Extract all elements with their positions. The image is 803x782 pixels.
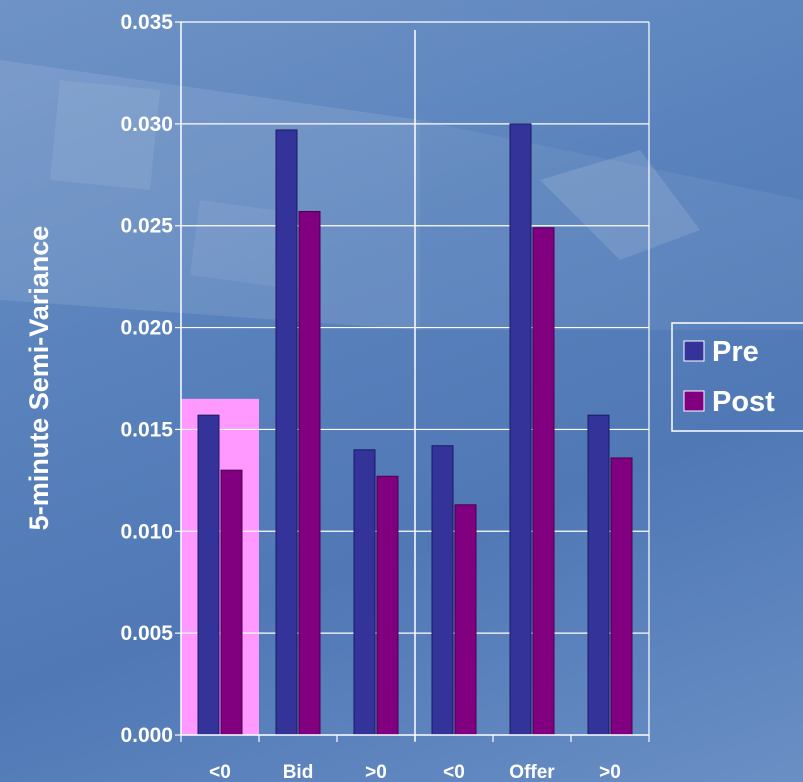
legend-swatch-pre xyxy=(683,340,705,362)
category-label: <0 xyxy=(209,762,231,782)
bar-post xyxy=(532,227,555,736)
category-label: >0 xyxy=(599,762,621,782)
y-tick-label: 0.020 xyxy=(120,317,173,340)
y-tick-label: 0.025 xyxy=(120,215,173,238)
highlight-region xyxy=(181,398,259,735)
y-tick-label: 0.010 xyxy=(120,520,173,543)
legend-box xyxy=(671,322,803,432)
legend-label-post: Post xyxy=(712,386,775,418)
bar-post xyxy=(220,469,243,736)
bar-pre xyxy=(353,449,376,736)
bar-pre xyxy=(275,129,298,736)
y-tick-label: 0.000 xyxy=(120,724,173,747)
category-labels: <0 Bid >0 <0 Offer >0 xyxy=(209,762,621,782)
legend: Pre Post xyxy=(671,322,803,432)
bar-pre xyxy=(197,414,220,736)
axes xyxy=(180,22,650,742)
bar-post xyxy=(610,457,633,736)
bar-pre xyxy=(509,123,532,736)
bar-post xyxy=(298,210,321,736)
legend-label-pre: Pre xyxy=(712,336,759,368)
y-tick-labels: 0.000 0.005 0.010 0.015 0.020 0.025 0.030 0.035 xyxy=(120,11,181,747)
y-tick-label: 0.005 xyxy=(120,622,173,645)
category-label: >0 xyxy=(365,762,387,782)
y-tick-label: 0.030 xyxy=(120,113,173,136)
y-tick-label: 0.015 xyxy=(120,418,173,441)
y-axis-title: 5-minute Semi-Variance xyxy=(24,226,54,531)
category-label: Bid xyxy=(283,762,314,782)
bar-pre xyxy=(587,414,610,736)
y-tick-label: 0.035 xyxy=(120,11,173,34)
bar-pre xyxy=(431,445,454,736)
category-label: Offer xyxy=(509,762,555,782)
bars xyxy=(197,123,633,736)
highlight-box xyxy=(181,398,259,735)
bar-post xyxy=(454,504,477,736)
category-label: <0 xyxy=(443,762,465,782)
bar-post xyxy=(376,475,399,736)
legend-swatch-post xyxy=(683,390,705,412)
